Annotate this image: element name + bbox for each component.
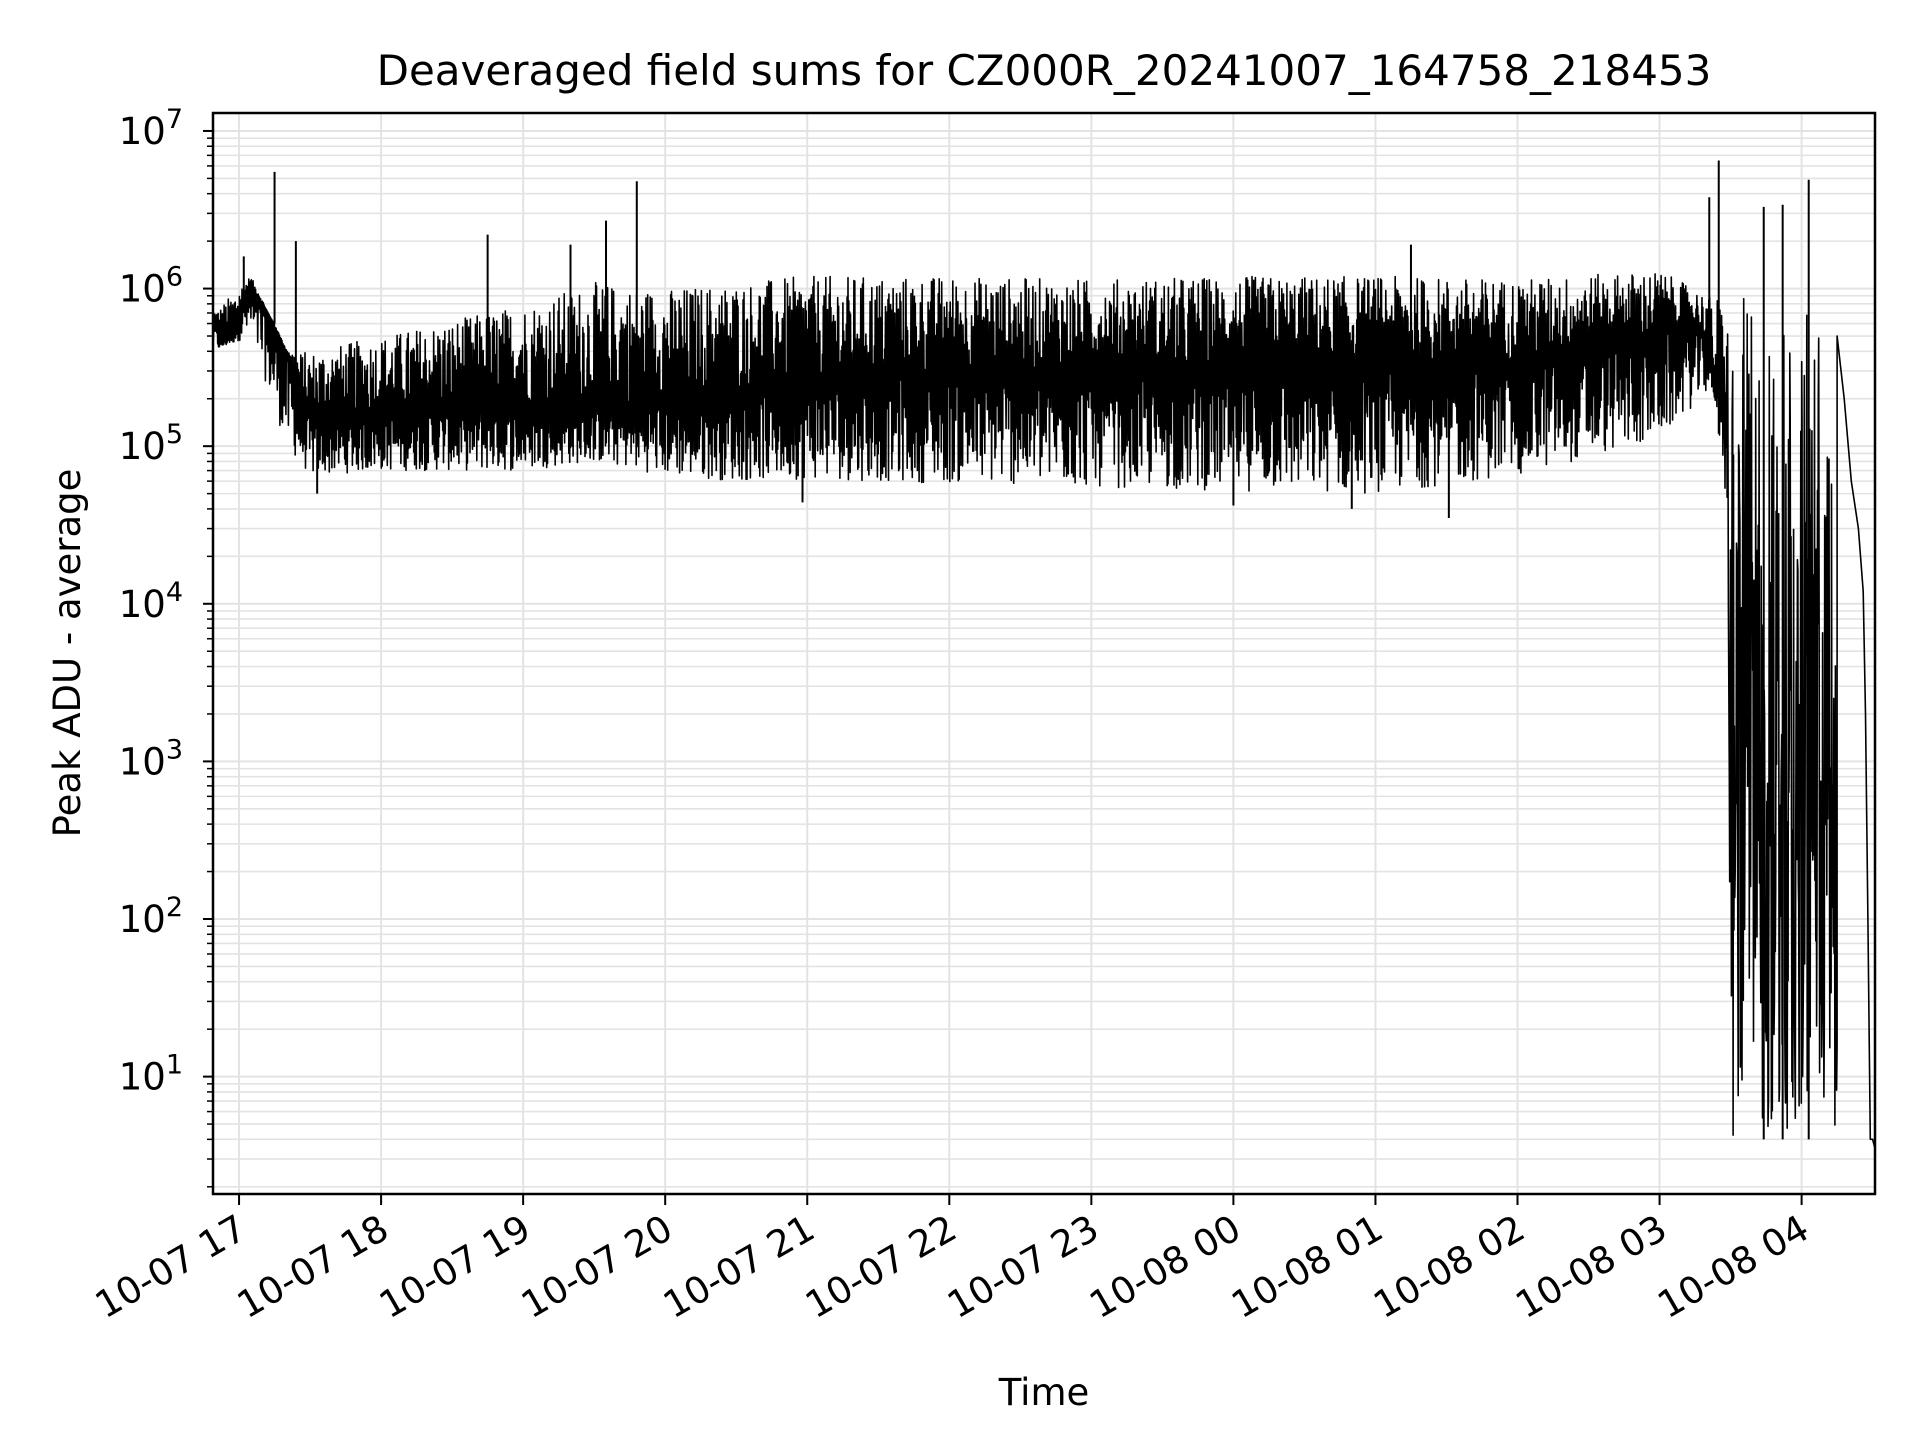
- series-line: [212, 273, 1876, 1149]
- x-axis-label: Time: [998, 1371, 1090, 1414]
- plot-frame: [211, 111, 1877, 1196]
- y-tick-label: 106: [119, 262, 183, 311]
- chart-title: Deaveraged field sums for CZ000R_2024100…: [377, 46, 1712, 95]
- y-tick-label: 101: [119, 1050, 183, 1099]
- y-tick-label: 107: [119, 104, 183, 153]
- y-tick-label: 105: [119, 419, 183, 468]
- axis-ticks: [203, 129, 1803, 1205]
- plot-area: [212, 160, 1876, 1149]
- y-tick-label: 104: [119, 577, 183, 626]
- y-axis-label: Peak ADU - average: [46, 469, 89, 838]
- y-tick-label: 102: [119, 892, 183, 941]
- y-tick-labels: 101 102 103 104 105 106 107: [119, 104, 183, 1099]
- grid: [213, 113, 1875, 1194]
- y-tick-label: 103: [119, 734, 183, 783]
